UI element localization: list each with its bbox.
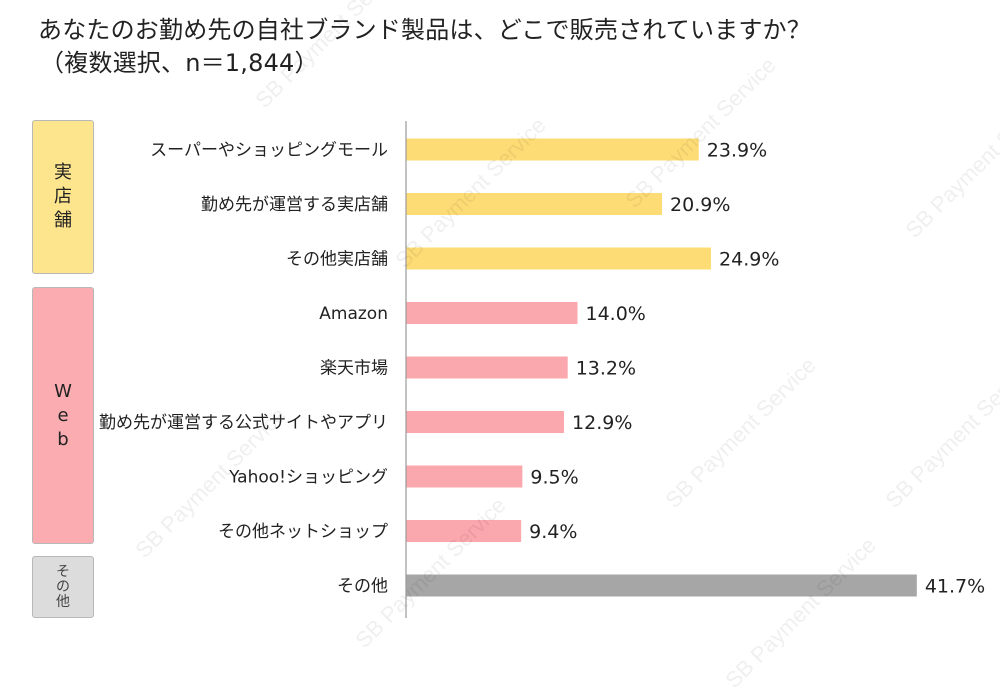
category-label: Amazon [319, 304, 388, 324]
bar [406, 356, 568, 379]
category-label: 勤め先が運営する実店舗 [201, 195, 388, 215]
value-label: 13.2% [576, 358, 636, 380]
value-label: 41.7% [925, 576, 985, 598]
value-label: 9.5% [530, 467, 578, 489]
bar [406, 411, 565, 433]
group-label-other: その他 [32, 556, 94, 618]
category-label: Yahoo!ショッピング [228, 468, 388, 488]
bar [406, 302, 578, 324]
value-label: 20.9% [670, 194, 730, 216]
value-label: 24.9% [719, 249, 779, 271]
bar [406, 138, 699, 161]
bar [406, 247, 712, 270]
bar [406, 193, 663, 215]
value-label: 12.9% [572, 412, 632, 434]
group-label-web-text: Web [54, 380, 72, 450]
bar-chart: スーパーやショッピングモール 23.9% 勤め先が運営する実店舗 20.9% その他実店… [99, 121, 985, 618]
value-label: 14.0% [586, 303, 646, 325]
group-label-web: Web [32, 287, 94, 544]
group-label-store: 実店舗 [32, 120, 94, 274]
category-label: 楽天市場 [320, 359, 388, 379]
category-label: 勤め先が運営する公式サイトやアプリ [99, 413, 388, 433]
value-label: 23.9% [707, 140, 767, 162]
category-label: スーパーやショッピングモール [150, 141, 388, 161]
bar [406, 520, 522, 542]
chart-title-line1: あなたのお勤め先の自社ブランド製品は、どこで販売されていますか？ [38, 16, 811, 44]
bar [406, 574, 917, 597]
group-label-store-text: 実店舗 [54, 162, 72, 231]
category-label: その他 [337, 577, 388, 597]
value-label: 9.4% [529, 521, 577, 543]
category-label: その他実店舗 [286, 250, 388, 270]
category-label: その他ネットショップ [218, 522, 388, 542]
chart-title: あなたのお勤め先の自社ブランド製品は、どこで販売されていますか？ （複数選択、n… [38, 14, 811, 80]
group-label-other-text: その他 [56, 563, 70, 610]
bar [406, 465, 523, 488]
chart-title-line2: （複数選択、n＝1,844） [40, 49, 319, 77]
